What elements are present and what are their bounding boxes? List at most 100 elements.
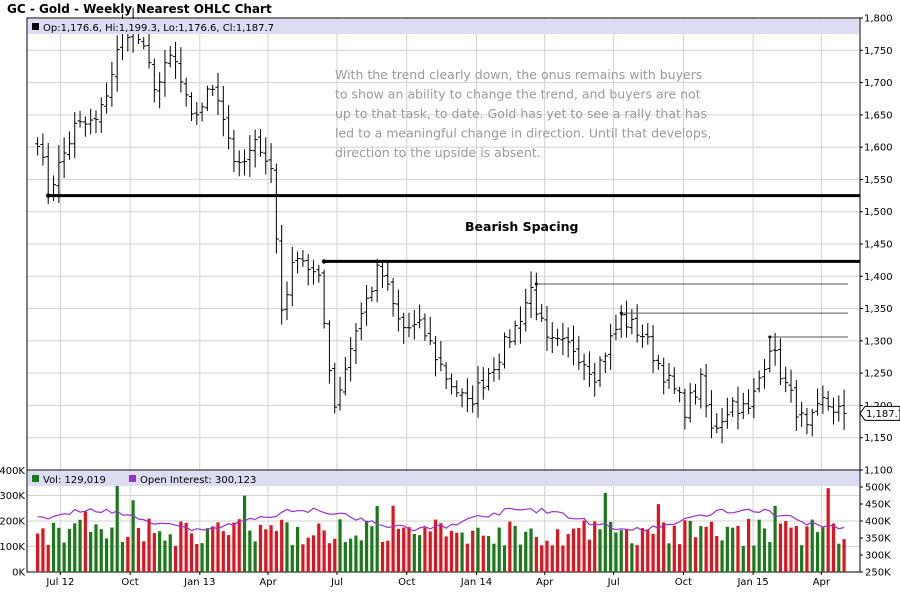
note-line: to show an ability to change the trend, … bbox=[335, 87, 701, 102]
ohlc-bar bbox=[188, 92, 194, 122]
y-tick-label: 1,700 bbox=[864, 78, 893, 89]
y-tick-label: 1,150 bbox=[864, 433, 893, 444]
ohlc-bar bbox=[311, 259, 317, 285]
ohlc-legend: Op:1,176.6, Hi:1,199.3, Lo:1,176.6, Cl:1… bbox=[43, 23, 274, 34]
volume-bar bbox=[805, 526, 809, 572]
volume-bar bbox=[709, 521, 714, 572]
volume-bar bbox=[587, 539, 592, 572]
ohlc-bar bbox=[804, 407, 810, 435]
volume-bar bbox=[736, 525, 740, 572]
ohlc-bar bbox=[608, 323, 614, 370]
ohlc-bar bbox=[395, 289, 401, 332]
x-axis-labels: Jul 12 Oct Jan 13 Apr Jul Oct Jan 14 Apr Jul Oct J… bbox=[45, 572, 831, 588]
volume-bar bbox=[62, 542, 66, 572]
volume-bar bbox=[89, 531, 93, 572]
ohlc-bar bbox=[226, 105, 232, 150]
ohlc-bar bbox=[210, 84, 216, 96]
volume-bar bbox=[784, 521, 788, 572]
ohlc-bar bbox=[305, 253, 311, 286]
volume-bar bbox=[359, 540, 363, 572]
ohlc-bar bbox=[252, 129, 258, 168]
volume-bar bbox=[571, 528, 576, 572]
ohlc-bar bbox=[565, 327, 571, 358]
volume-bar bbox=[67, 528, 72, 572]
x-tick-label: Jan 15 bbox=[736, 577, 768, 588]
volume-bar bbox=[423, 527, 427, 572]
y-tick-label: 1,650 bbox=[864, 110, 893, 121]
volume-bar bbox=[614, 532, 618, 572]
ohlc-bar bbox=[555, 328, 561, 347]
line-anchor-dot bbox=[46, 193, 51, 198]
ohlc-bar bbox=[199, 102, 205, 122]
ohlc-bar bbox=[655, 354, 661, 370]
volume-bar bbox=[99, 529, 103, 572]
ohlc-bar bbox=[284, 281, 290, 321]
volume-bar bbox=[83, 511, 87, 572]
ohlc-bar bbox=[512, 320, 518, 346]
volume-bar bbox=[173, 545, 178, 572]
ohlc-bar bbox=[204, 85, 210, 112]
ohlc-bar bbox=[390, 278, 396, 317]
ohlc-bar bbox=[719, 408, 725, 444]
volume-bar bbox=[688, 520, 692, 572]
ohlc-bar bbox=[242, 149, 248, 176]
volume-bar bbox=[147, 518, 151, 572]
volume-bar bbox=[200, 543, 204, 572]
volume-tick-label: 400K bbox=[0, 466, 25, 477]
volume-bar bbox=[566, 534, 570, 572]
y-tick-label: 1,100 bbox=[864, 466, 893, 477]
ohlc-bar bbox=[273, 163, 279, 254]
volume-axis-labels: 0K 100K 200K 300K 400K 250K 300K 350K 400K 450K 50… bbox=[0, 466, 891, 579]
volume-bar bbox=[831, 523, 836, 572]
volume-bar bbox=[444, 536, 448, 572]
volume-bar bbox=[295, 526, 300, 572]
ohlc-bar bbox=[602, 352, 608, 374]
line-anchor-dot bbox=[768, 335, 772, 339]
volume-bar bbox=[290, 544, 294, 572]
ohlc-bar bbox=[374, 258, 380, 303]
ohlc-bar bbox=[517, 306, 523, 344]
ohlc-bar bbox=[173, 41, 179, 79]
volume-bar bbox=[322, 530, 326, 572]
volume-bar bbox=[306, 537, 310, 572]
volume-bar bbox=[630, 543, 634, 572]
ohlc-bar bbox=[756, 370, 762, 393]
ohlc-bar bbox=[475, 365, 481, 418]
x-tick-label: Jul bbox=[330, 577, 343, 588]
open-interest-legend: Open Interest: 300,123 bbox=[140, 475, 256, 486]
ohlc-bar bbox=[597, 356, 603, 387]
ohlc-bar bbox=[592, 362, 598, 397]
volume-bar bbox=[715, 536, 719, 572]
y-tick-label: 1,500 bbox=[864, 207, 893, 218]
ohlc-bar bbox=[183, 77, 189, 107]
volume-bar bbox=[258, 524, 263, 572]
volume-bar bbox=[555, 529, 560, 572]
volume-bar bbox=[656, 504, 660, 572]
ohlc-bar bbox=[576, 335, 582, 370]
open-interest-line bbox=[37, 507, 845, 532]
volume-bar bbox=[78, 519, 82, 572]
volume-bar bbox=[126, 536, 130, 572]
ohlc-bar bbox=[703, 364, 709, 418]
ohlc-bar bbox=[61, 137, 67, 178]
ohlc-bar bbox=[72, 112, 78, 158]
volume-bar bbox=[800, 545, 804, 572]
volume-bar bbox=[837, 543, 841, 572]
note-line: direction to the upside is absent. bbox=[335, 145, 541, 160]
volume-bar bbox=[386, 540, 390, 572]
x-tick-label: Jan 13 bbox=[183, 577, 215, 588]
volume-bar bbox=[741, 545, 745, 572]
ohlc-bar bbox=[411, 310, 417, 340]
ohlc-bar bbox=[295, 251, 301, 274]
ohlc-bar bbox=[830, 397, 836, 425]
ohlc-bar bbox=[321, 269, 327, 329]
ohlc-bar bbox=[507, 329, 513, 348]
price-legend-band bbox=[28, 19, 859, 34]
ohlc-bar bbox=[586, 351, 592, 387]
x-tick-label: Apr bbox=[536, 577, 554, 588]
volume-bar bbox=[439, 523, 443, 572]
ohlc-bar bbox=[634, 304, 640, 343]
volume-bar bbox=[460, 532, 464, 572]
ohlc-bar bbox=[364, 284, 370, 326]
